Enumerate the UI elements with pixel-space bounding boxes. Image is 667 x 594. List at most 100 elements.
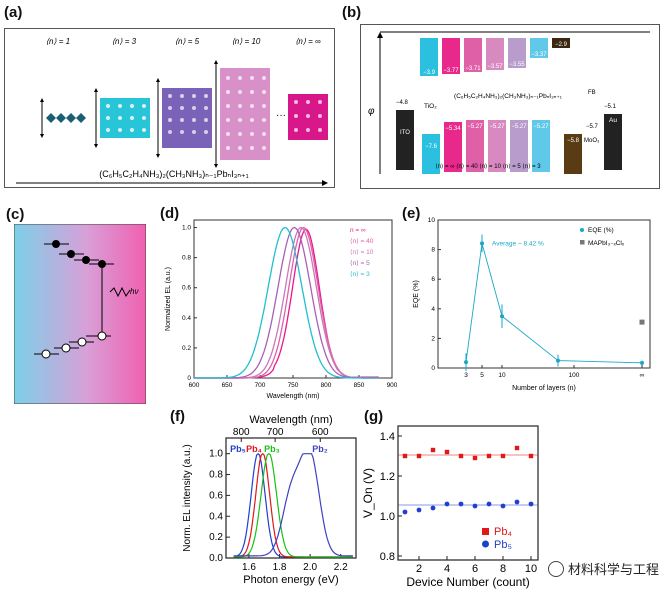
data-point-g: [514, 499, 520, 505]
y-tick-label-g: 1.4: [380, 431, 395, 443]
panel-label-f: (f): [170, 408, 185, 425]
data-point-e: [640, 360, 644, 365]
data-point-g: [472, 455, 478, 461]
y-tick-label-f: 0.4: [209, 511, 223, 522]
x-tick-label-e: 100: [569, 372, 580, 379]
data-point-g: [486, 453, 492, 459]
y-tick-label-d: 0: [187, 375, 191, 382]
plot-frame-f: [225, 437, 357, 559]
data-point-e: [464, 360, 468, 365]
data-point-g: [500, 503, 506, 509]
chart-d: 600 650 700 750 800 850 900 0 0.2 0.4 0.6 0.8 1.0 Wav…: [165, 219, 397, 400]
y-tick-label-f: 0.6: [209, 490, 223, 501]
data-point-e: [556, 358, 560, 363]
y-tick-label-e: 6: [431, 276, 435, 283]
label-n5: ⟨n⟩ = 5: [175, 37, 200, 46]
panel-label-a: (a): [4, 4, 23, 21]
x-tick-label-f: 1.8: [273, 562, 287, 573]
legend-entry-g: Pb₅: [494, 539, 512, 551]
x-tick-label-g: 6: [472, 563, 478, 575]
x-tick-label-e: 5: [480, 372, 484, 379]
series-label-f: Pb₅: [230, 444, 246, 454]
y-tick-label-d: 0.4: [182, 315, 191, 322]
top-tick-label-f: 600: [312, 427, 329, 438]
plot-frame-g: [397, 425, 539, 561]
data-point-g: [416, 453, 422, 459]
x-tick-label-e: ∞: [640, 372, 645, 379]
label-n1: ⟨n⟩ = 1: [46, 37, 70, 46]
svg-text:−5.7: −5.7: [586, 124, 599, 130]
x-tick-label-g: 4: [444, 563, 450, 575]
legend-entry-g: Pb₄: [494, 526, 512, 538]
chart-g: 2 4 6 8 10 0.8 1.0 1.2 1.4 Device Number (count) V…: [362, 425, 539, 589]
data-point-g: [416, 507, 422, 513]
y-tick-label-g: 0.8: [380, 551, 395, 563]
data-point-g: [402, 509, 408, 515]
top-tick-label-f: 700: [267, 427, 284, 438]
y-tick-label-e: 4: [431, 306, 435, 313]
structure-ninf: [288, 94, 328, 140]
data-point-g: [472, 503, 478, 509]
x-tick-label-g: 8: [500, 563, 506, 575]
x-axis-label-e: Number of layers (n): [512, 385, 576, 392]
chart-f: 1.6 1.8 2.0 2.2 0.0 0.2 0.4 0.6 0.8 1.0 800 700 600W…: [182, 414, 357, 586]
panel-label-e: (e): [402, 205, 421, 222]
data-point-g: [528, 453, 534, 459]
x-tick-label-d: 750: [288, 382, 299, 389]
svg-text:−5.27: −5.27: [533, 124, 549, 130]
x-tick-label-f: 1.6: [242, 562, 256, 573]
y-tick-label-f: 0.8: [209, 470, 223, 481]
svg-text:−3.9: −3.9: [423, 70, 436, 76]
y-tick-label-e: 8: [431, 247, 435, 254]
top-axis-label-f: Wavelength (nm): [249, 414, 332, 426]
svg-text:−5.27: −5.27: [511, 124, 527, 130]
x-axis-label-g: Device Number (count): [406, 575, 529, 589]
svg-text:−3.77: −3.77: [443, 68, 459, 74]
x-tick-label-g: 10: [525, 563, 537, 575]
panel-label-d: (d): [160, 205, 180, 222]
legend-marker-g: [482, 540, 489, 548]
x-tick-label-d: 700: [255, 382, 266, 389]
y-tick-label-d: 1.0: [182, 225, 191, 232]
x-tick-label-e: 3: [464, 372, 468, 379]
series-line-e: [465, 243, 643, 364]
x-axis-label-d: Wavelength (nm): [266, 393, 319, 400]
legend-marker-ref: [580, 240, 585, 245]
svg-text:TiO₂: TiO₂: [424, 103, 437, 110]
panel-label-c: (c): [6, 206, 25, 223]
y-tick-label-e: 10: [428, 217, 436, 224]
y-tick-label-d: 0.6: [182, 285, 191, 292]
x-tick-label-d: 850: [354, 382, 365, 389]
x-tick-label-d: 800: [321, 382, 332, 389]
y-axis-label-f: Norm. EL intensity (a.u.): [182, 444, 193, 551]
data-point-g: [402, 453, 408, 459]
svg-text:−5.27: −5.27: [467, 124, 483, 130]
y-tick-label-f: 0.2: [209, 532, 223, 543]
series-label-f: Pb₄: [246, 444, 262, 454]
panel-a-figure: ⟨n⟩ = 1 ⟨n⟩ = 3 ⟨n⟩ = 5 ⟨n⟩ = 10 ⟨n⟩ = ∞: [4, 28, 335, 188]
series-label-f: Pb₃: [264, 444, 280, 454]
wechat-logo-icon: [547, 560, 564, 577]
x-tick-label-d: 600: [189, 382, 200, 389]
x-tick-label-d: 650: [222, 382, 233, 389]
annotation-e: Average ~ 8.42 %: [492, 240, 544, 247]
data-point-g: [430, 505, 436, 511]
top-tick-label-f: 800: [233, 427, 250, 438]
svg-text:Au: Au: [609, 117, 617, 124]
panel-label-g: (g): [364, 408, 384, 425]
series-line-f: [233, 452, 353, 558]
data-point-g: [500, 453, 506, 459]
legend-marker-e: [580, 228, 584, 232]
x-tick-label-f: 2.0: [303, 562, 317, 573]
plot-frame-e: [437, 219, 651, 369]
formula-b: (C₆H₅C₂H₄NH₃)₂(CH₃NH₃)ₙ₋₁PbₙI₃ₙ₊₁: [454, 93, 563, 100]
watermark-text: 材料科学与工程: [567, 563, 659, 578]
y-tick-label-g: 1.0: [380, 511, 395, 523]
label-n10: ⟨n⟩ = 10: [232, 37, 261, 46]
structure-n10: [214, 60, 270, 168]
legend-entry-ref: MAPbI₃₋ₓClₓ: [588, 240, 625, 247]
y-tick-label-e: 2: [431, 335, 435, 342]
legend-entry-e: EQE (%): [588, 227, 614, 234]
formula-a: (C₆H₅C₂H₄NH₃)₂(CH₃NH₃)ₙ₋₁PbₙI₃ₙ₊₁: [99, 169, 248, 179]
y-tick-label-e: 0: [431, 365, 435, 372]
